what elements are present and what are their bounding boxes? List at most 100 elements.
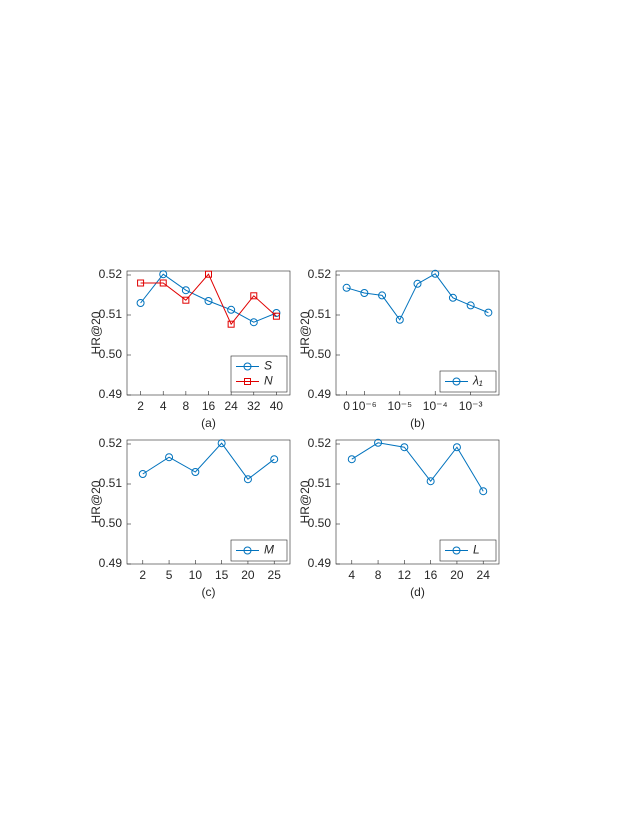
data-point <box>159 270 168 279</box>
data-point <box>243 475 252 484</box>
data-point <box>205 270 212 278</box>
x-tick-label: 32 <box>247 399 261 413</box>
x-tick-label: 10 <box>189 568 203 582</box>
data-point <box>159 279 167 287</box>
data-point <box>426 477 435 486</box>
legend-marker <box>243 546 252 555</box>
y-tick-label: 0.50 <box>308 347 332 361</box>
axes-box <box>126 439 291 565</box>
data-point <box>182 296 190 304</box>
x-tick-label: 24 <box>224 399 238 413</box>
x-axis-label: (a) <box>201 416 216 430</box>
data-point <box>249 318 258 327</box>
legend-label: M <box>264 543 274 557</box>
y-tick-label: 0.52 <box>308 436 332 450</box>
data-point <box>448 293 457 302</box>
y-axis-label: HR@20 <box>298 311 312 354</box>
data-point <box>452 443 461 452</box>
x-tick-label: 4 <box>348 568 355 582</box>
data-point <box>138 470 147 478</box>
y-axis-label: HR@20 <box>89 311 103 354</box>
x-tick-label: 8 <box>375 568 382 582</box>
data-point <box>431 269 440 278</box>
data-point <box>250 292 258 300</box>
data-point <box>374 438 383 447</box>
y-tick-label: 0.50 <box>99 516 123 530</box>
x-tick-label: 0 <box>343 399 350 413</box>
x-tick-label: 10⁻⁵ <box>387 399 412 413</box>
data-point <box>479 487 488 496</box>
x-tick-label: 4 <box>160 399 167 413</box>
x-tick-label: 20 <box>241 568 255 582</box>
x-tick-label: 16 <box>202 399 216 413</box>
legend-marker <box>243 362 252 371</box>
data-point <box>217 439 226 448</box>
y-tick-label: 0.51 <box>308 307 332 321</box>
data-point <box>191 468 200 476</box>
y-tick-label: 0.49 <box>308 387 332 401</box>
y-tick-label: 0.52 <box>99 436 123 450</box>
data-point <box>378 291 387 300</box>
x-tick-label: 5 <box>166 568 173 582</box>
data-point <box>342 283 351 292</box>
data-point <box>136 299 145 307</box>
x-tick-label: 40 <box>270 399 284 413</box>
axes-box <box>335 439 500 565</box>
series-line <box>142 442 275 480</box>
data-point <box>165 453 174 462</box>
data-point <box>484 308 493 317</box>
axes-box <box>335 270 500 396</box>
y-tick-label: 0.52 <box>99 267 123 281</box>
x-axis-label: (d) <box>410 585 425 599</box>
y-tick-label: 0.51 <box>308 476 332 490</box>
data-point <box>270 455 279 464</box>
data-point <box>395 315 404 324</box>
y-axis-label: HR@20 <box>89 480 103 523</box>
data-point <box>272 312 280 320</box>
x-axis-label: (c) <box>202 585 216 599</box>
legend-marker <box>244 378 251 385</box>
series-line <box>351 442 484 492</box>
legend-label: N <box>264 374 273 388</box>
data-point <box>137 279 145 287</box>
data-point <box>227 305 236 314</box>
x-tick-label: 25 <box>268 568 282 582</box>
x-tick-label: 2 <box>139 568 146 582</box>
series-line <box>140 273 277 323</box>
y-tick-label: 0.52 <box>308 267 332 281</box>
y-tick-label: 0.51 <box>99 476 123 490</box>
y-tick-label: 0.49 <box>99 387 123 401</box>
series-line <box>346 273 489 321</box>
legend-box <box>230 355 288 393</box>
x-tick-label: 10⁻³ <box>459 399 483 413</box>
y-axis-label: HR@20 <box>298 480 312 523</box>
legend-marker <box>452 377 461 386</box>
x-tick-label: 15 <box>215 568 229 582</box>
y-tick-label: 0.49 <box>99 556 123 570</box>
data-point <box>204 297 213 305</box>
x-tick-label: 12 <box>398 568 412 582</box>
x-axis-label: (b) <box>410 416 425 430</box>
data-point <box>181 286 190 295</box>
x-tick-label: 8 <box>183 399 190 413</box>
legend-label: λ₁ <box>472 374 483 388</box>
series-line <box>140 273 277 326</box>
x-tick-label: 10⁻⁶ <box>352 399 377 413</box>
data-point <box>347 455 356 464</box>
y-tick-label: 0.50 <box>99 347 123 361</box>
x-tick-label: 24 <box>477 568 491 582</box>
x-tick-label: 16 <box>424 568 438 582</box>
x-tick-label: 10⁻⁴ <box>423 399 448 413</box>
y-tick-label: 0.51 <box>99 307 123 321</box>
data-point <box>413 279 422 288</box>
data-point <box>466 301 475 310</box>
data-point <box>360 289 369 297</box>
legend-label: L <box>473 543 480 557</box>
data-point <box>227 320 235 328</box>
data-point <box>400 443 409 452</box>
legend-label: S <box>264 359 272 373</box>
legend-marker <box>452 546 461 555</box>
x-tick-label: 20 <box>450 568 464 582</box>
y-tick-label: 0.50 <box>308 516 332 530</box>
